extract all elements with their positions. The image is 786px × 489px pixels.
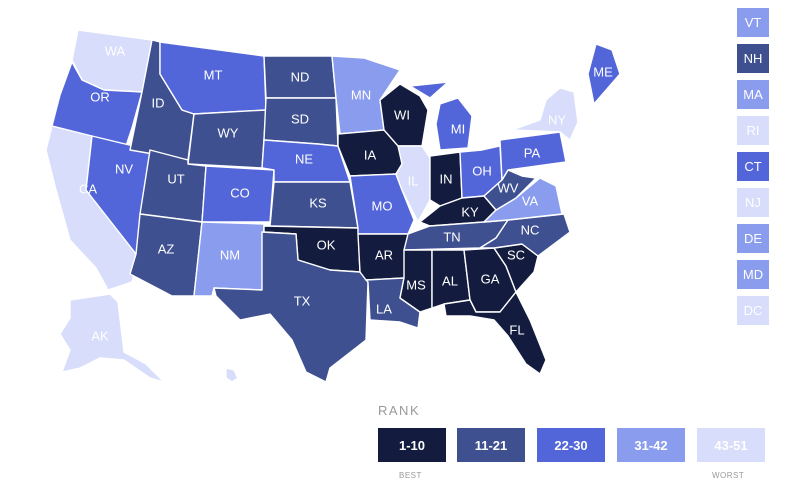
state-mi[interactable] (409, 81, 473, 151)
state-az[interactable] (129, 213, 203, 297)
small-state-de[interactable]: DE (737, 224, 769, 253)
legend-item-11-21[interactable]: 11-21 (457, 428, 525, 462)
state-ak[interactable] (59, 293, 165, 383)
state-al[interactable] (431, 249, 471, 309)
legend-label-31-42: 31-42 (634, 437, 668, 453)
legend-label-11-21: 11-21 (474, 437, 508, 453)
small-state-vt[interactable]: VT (737, 8, 769, 37)
legend-item-43-51[interactable]: 43-51 (697, 428, 765, 462)
small-state-ma[interactable]: MA (737, 80, 769, 109)
state-me[interactable] (587, 43, 621, 105)
state-ne[interactable] (261, 139, 351, 183)
state-ks[interactable] (269, 181, 359, 229)
legend-best-note: BEST (399, 471, 422, 480)
small-state-dc[interactable]: DC (737, 296, 769, 325)
state-il[interactable] (395, 145, 431, 223)
legend-item-22-30[interactable]: 22-30 (537, 428, 605, 462)
small-state-ri[interactable]: RI (737, 116, 769, 145)
state-ny[interactable] (511, 87, 579, 141)
small-state-nj[interactable]: NJ (737, 188, 769, 217)
state-tx[interactable] (213, 231, 369, 383)
small-state-md[interactable]: MD (737, 260, 769, 289)
legend-label-43-51: 43-51 (714, 437, 748, 453)
state-wi[interactable] (379, 83, 429, 147)
state-sd[interactable] (263, 97, 339, 147)
legend-title: RANK (378, 403, 421, 418)
state-pa[interactable] (499, 131, 567, 181)
state-in[interactable] (429, 151, 463, 207)
state-fl[interactable] (443, 291, 547, 375)
state-nd[interactable] (263, 55, 337, 99)
state-co[interactable] (201, 165, 275, 223)
legend-label-1-10: 1-10 (398, 437, 426, 453)
state-or[interactable] (51, 61, 143, 147)
state-hi[interactable] (225, 367, 239, 383)
small-state-ct[interactable]: CT (737, 152, 769, 181)
state-nm[interactable] (193, 221, 265, 297)
small-state-nh[interactable]: NH (737, 44, 769, 73)
state-ar[interactable] (357, 233, 409, 281)
legend-worst-note: WORST (712, 471, 745, 480)
legend-label-22-30: 22-30 (554, 437, 588, 453)
legend-item-1-10[interactable]: 1-10 (378, 428, 446, 462)
state-wy[interactable] (187, 109, 267, 169)
legend-item-31-42[interactable]: 31-42 (617, 428, 685, 462)
